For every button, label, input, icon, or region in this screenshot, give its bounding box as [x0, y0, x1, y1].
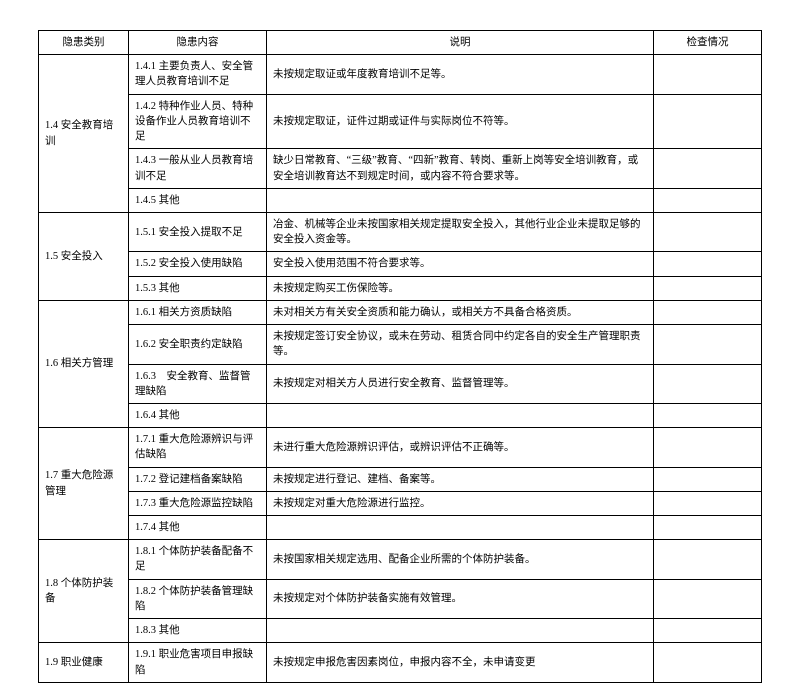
check-cell [654, 252, 762, 276]
category-cell: 1.4 安全教育培训 [39, 55, 129, 213]
table-row: 1.4 安全教育培训1.4.1 主要负责人、安全管理人员教育培训不足未按规定取证… [39, 55, 762, 94]
content-cell: 1.4.2 特种作业人员、特种设备作业人员教育培训不足 [129, 94, 267, 149]
category-cell: 1.8 个体防护装备 [39, 540, 129, 643]
desc-cell: 未按规定签订安全协议，或未在劳动、租赁合同中约定各自的安全生产管理职责等。 [267, 325, 654, 364]
content-cell: 1.8.3 其他 [129, 619, 267, 643]
check-cell [654, 55, 762, 94]
header-content: 隐患内容 [129, 31, 267, 55]
check-cell [654, 325, 762, 364]
content-cell: 1.5.2 安全投入使用缺陷 [129, 252, 267, 276]
desc-cell: 冶金、机械等企业未按国家相关规定提取安全投入，其他行业企业未提取足够的安全投入资… [267, 212, 654, 251]
desc-cell: 未按规定进行登记、建档、备案等。 [267, 467, 654, 491]
content-cell: 1.6.3 安全教育、监督管理缺陷 [129, 364, 267, 403]
desc-cell: 未按规定对相关方人员进行安全教育、监督管理等。 [267, 364, 654, 403]
content-cell: 1.7.3 重大危险源监控缺陷 [129, 491, 267, 515]
desc-cell: 未按规定取证，证件过期或证件与实际岗位不符等。 [267, 94, 654, 149]
hazard-table: 隐患类别 隐患内容 说明 检查情况 1.4 安全教育培训1.4.1 主要负责人、… [38, 30, 762, 683]
content-cell: 1.8.1 个体防护装备配备不足 [129, 540, 267, 579]
content-cell: 1.4.1 主要负责人、安全管理人员教育培训不足 [129, 55, 267, 94]
check-cell [654, 619, 762, 643]
table-row: 1.8 个体防护装备1.8.1 个体防护装备配备不足未按国家相关规定选用、配备企… [39, 540, 762, 579]
content-cell: 1.7.4 其他 [129, 516, 267, 540]
content-cell: 1.7.1 重大危险源辨识与评估缺陷 [129, 428, 267, 467]
content-cell: 1.8.2 个体防护装备管理缺陷 [129, 579, 267, 618]
check-cell [654, 300, 762, 324]
desc-cell: 未按规定对个体防护装备实施有效管理。 [267, 579, 654, 618]
table-row: 1.5 安全投入1.5.1 安全投入提取不足冶金、机械等企业未按国家相关规定提取… [39, 212, 762, 251]
category-cell: 1.7 重大危险源管理 [39, 428, 129, 540]
desc-cell: 未按规定购买工伤保险等。 [267, 276, 654, 300]
content-cell: 1.7.2 登记建档备案缺陷 [129, 467, 267, 491]
table-row: 1.6.3 安全教育、监督管理缺陷未按规定对相关方人员进行安全教育、监督管理等。 [39, 364, 762, 403]
content-cell: 1.6.1 相关方资质缺陷 [129, 300, 267, 324]
desc-cell: 未按规定申报危害因素岗位，申报内容不全，未申请变更 [267, 643, 654, 682]
content-cell: 1.6.2 安全职责约定缺陷 [129, 325, 267, 364]
table-row: 1.7.2 登记建档备案缺陷未按规定进行登记、建档、备案等。 [39, 467, 762, 491]
table-row: 1.4.5 其他 [39, 188, 762, 212]
table-row: 1.9 职业健康1.9.1 职业危害项目申报缺陷未按规定申报危害因素岗位，申报内… [39, 643, 762, 682]
check-cell [654, 364, 762, 403]
desc-cell: 未对相关方有关安全资质和能力确认，或相关方不具备合格资质。 [267, 300, 654, 324]
content-cell: 1.5.3 其他 [129, 276, 267, 300]
header-check: 检查情况 [654, 31, 762, 55]
table-row: 1.7 重大危险源管理1.7.1 重大危险源辨识与评估缺陷未进行重大危险源辨识评… [39, 428, 762, 467]
table-row: 1.6 相关方管理1.6.1 相关方资质缺陷未对相关方有关安全资质和能力确认，或… [39, 300, 762, 324]
check-cell [654, 428, 762, 467]
header-desc: 说明 [267, 31, 654, 55]
desc-cell: 未按规定取证或年度教育培训不足等。 [267, 55, 654, 94]
table-row: 1.4.3 一般从业人员教育培训不足缺少日常教育、“三级”教育、“四新”教育、转… [39, 149, 762, 188]
desc-cell [267, 516, 654, 540]
category-cell: 1.9 职业健康 [39, 643, 129, 682]
check-cell [654, 516, 762, 540]
table-row: 1.5.2 安全投入使用缺陷安全投入使用范围不符合要求等。 [39, 252, 762, 276]
table-header-row: 隐患类别 隐患内容 说明 检查情况 [39, 31, 762, 55]
desc-cell: 未按规定对重大危险源进行监控。 [267, 491, 654, 515]
check-cell [654, 188, 762, 212]
desc-cell: 未按国家相关规定选用、配备企业所需的个体防护装备。 [267, 540, 654, 579]
content-cell: 1.5.1 安全投入提取不足 [129, 212, 267, 251]
check-cell [654, 94, 762, 149]
check-cell [654, 643, 762, 682]
check-cell [654, 276, 762, 300]
table-row: 1.7.4 其他 [39, 516, 762, 540]
check-cell [654, 491, 762, 515]
table-row: 1.8.3 其他 [39, 619, 762, 643]
content-cell: 1.9.1 职业危害项目申报缺陷 [129, 643, 267, 682]
desc-cell: 安全投入使用范围不符合要求等。 [267, 252, 654, 276]
table-row: 1.5.3 其他未按规定购买工伤保险等。 [39, 276, 762, 300]
category-cell: 1.6 相关方管理 [39, 300, 129, 427]
check-cell [654, 540, 762, 579]
desc-cell [267, 188, 654, 212]
desc-cell [267, 619, 654, 643]
category-cell: 1.5 安全投入 [39, 212, 129, 300]
check-cell [654, 579, 762, 618]
desc-cell: 未进行重大危险源辨识评估，或辨识评估不正确等。 [267, 428, 654, 467]
table-row: 1.6.2 安全职责约定缺陷未按规定签订安全协议，或未在劳动、租赁合同中约定各自… [39, 325, 762, 364]
table-row: 1.4.2 特种作业人员、特种设备作业人员教育培训不足未按规定取证，证件过期或证… [39, 94, 762, 149]
check-cell [654, 467, 762, 491]
check-cell [654, 149, 762, 188]
check-cell [654, 212, 762, 251]
content-cell: 1.6.4 其他 [129, 403, 267, 427]
desc-cell: 缺少日常教育、“三级”教育、“四新”教育、转岗、重新上岗等安全培训教育，或安全培… [267, 149, 654, 188]
header-category: 隐患类别 [39, 31, 129, 55]
content-cell: 1.4.5 其他 [129, 188, 267, 212]
table-row: 1.6.4 其他 [39, 403, 762, 427]
desc-cell [267, 403, 654, 427]
table-row: 1.7.3 重大危险源监控缺陷未按规定对重大危险源进行监控。 [39, 491, 762, 515]
check-cell [654, 403, 762, 427]
content-cell: 1.4.3 一般从业人员教育培训不足 [129, 149, 267, 188]
table-row: 1.8.2 个体防护装备管理缺陷未按规定对个体防护装备实施有效管理。 [39, 579, 762, 618]
